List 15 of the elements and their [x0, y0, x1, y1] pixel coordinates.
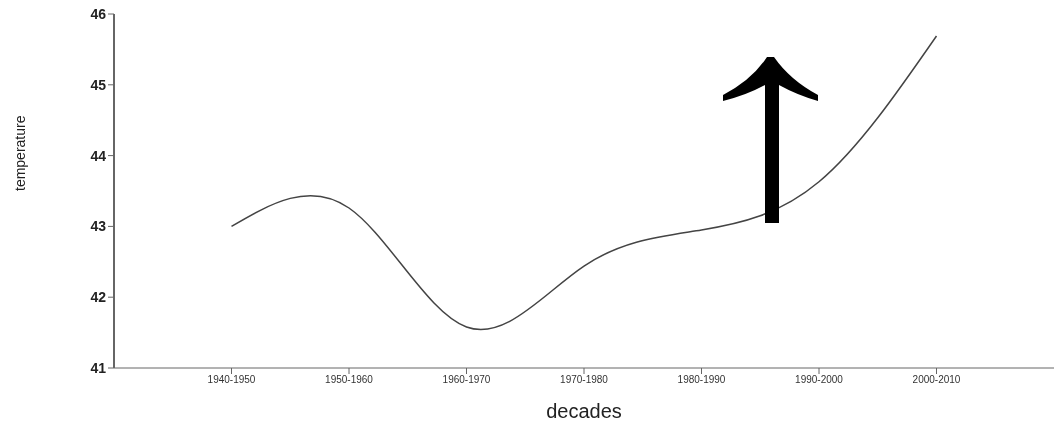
- x-tick-label: 1940-1950: [207, 374, 256, 386]
- x-tick-label: 2000-2010: [912, 374, 961, 386]
- y-tick-label: 46: [90, 5, 107, 22]
- x-axis-title: decades: [546, 400, 622, 422]
- y-tick-label: 41: [90, 359, 107, 376]
- x-tick-label: 1960-1970: [442, 374, 491, 386]
- y-tick-label: 43: [90, 218, 107, 235]
- y-axis-title: temperature: [11, 115, 28, 191]
- x-tick-label: 1980-1990: [677, 374, 726, 386]
- y-tick-label: 45: [90, 76, 107, 93]
- x-tick-label: 1970-1980: [560, 374, 609, 386]
- y-tick-label: 44: [90, 147, 107, 164]
- x-tick-label: 1950-1960: [325, 374, 374, 386]
- x-tick-label: 1990-2000: [795, 374, 844, 386]
- y-tick-label: 42: [90, 289, 107, 306]
